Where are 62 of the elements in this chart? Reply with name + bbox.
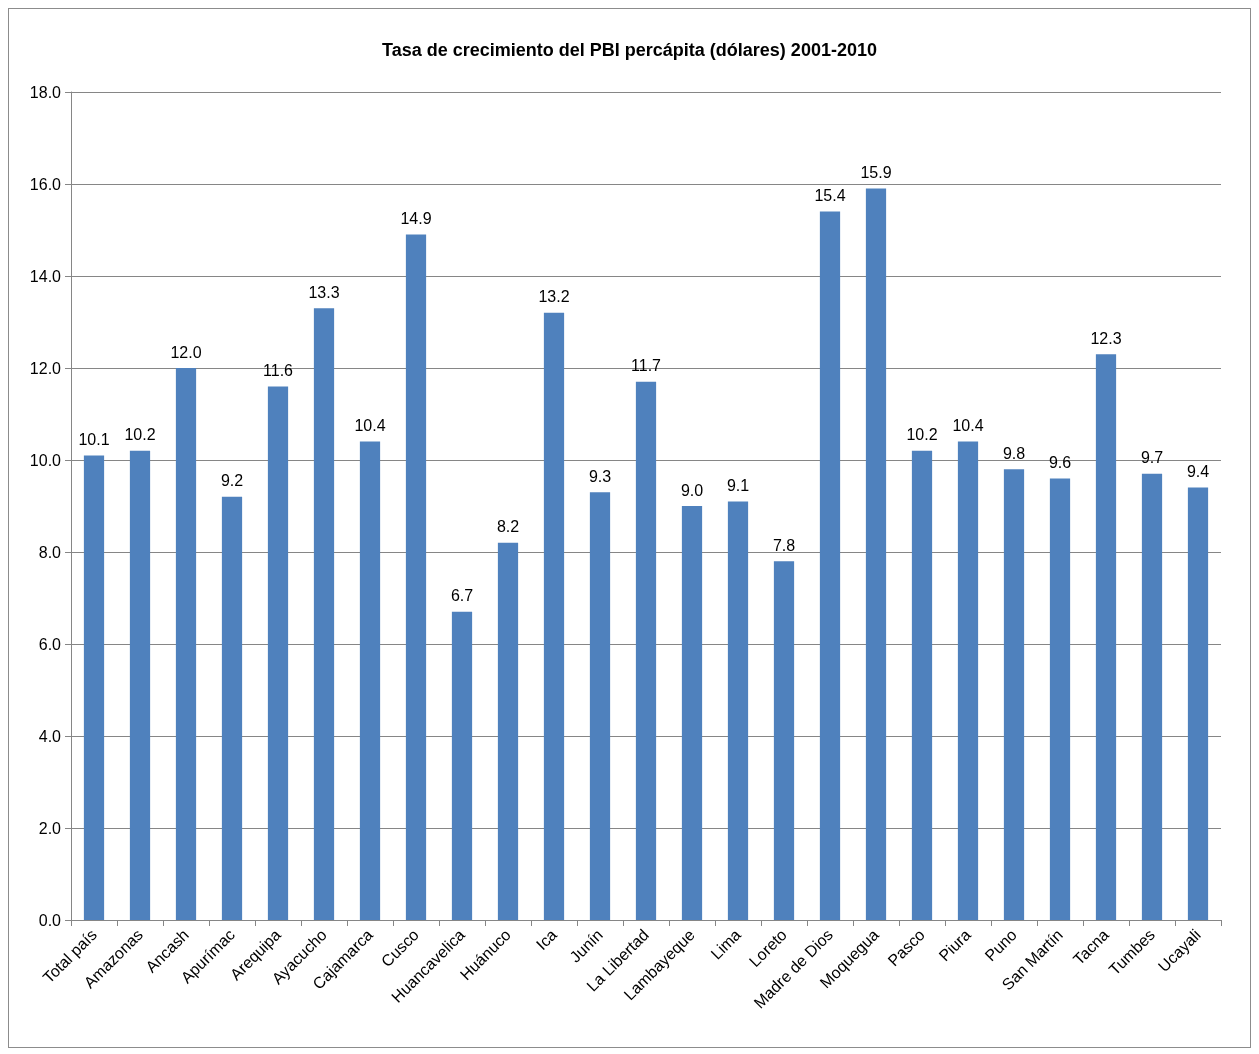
bar — [1049, 478, 1071, 920]
bar — [589, 492, 611, 920]
data-label: 9.4 — [1186, 463, 1210, 481]
data-label: 12.3 — [1090, 329, 1122, 347]
bar — [1003, 469, 1025, 920]
data-label: 14.9 — [400, 210, 432, 228]
y-tick-label: 4.0 — [38, 727, 62, 745]
data-label: 13.2 — [538, 288, 570, 306]
bar — [221, 496, 243, 920]
data-label: 10.2 — [124, 426, 156, 444]
data-label: 8.2 — [496, 518, 520, 536]
bar — [359, 441, 381, 920]
data-label: 6.7 — [450, 587, 474, 605]
bar — [129, 450, 151, 920]
y-tick-label: 14.0 — [29, 267, 62, 285]
bar — [635, 381, 657, 920]
data-label: 11.6 — [263, 361, 294, 379]
x-tick-label: Ica — [532, 925, 561, 954]
y-tick-label: 2.0 — [38, 819, 62, 837]
bar — [451, 611, 473, 920]
y-tick-label: 8.0 — [38, 543, 62, 561]
y-tick-label: 0.0 — [38, 911, 62, 929]
bar — [681, 506, 703, 920]
data-label: 10.4 — [354, 417, 386, 435]
bar — [957, 441, 979, 920]
data-label: 15.4 — [814, 187, 846, 205]
bar — [911, 450, 933, 920]
bar — [727, 501, 749, 920]
data-label: 10.4 — [952, 417, 984, 435]
bar — [773, 561, 795, 920]
y-tick-label: 6.0 — [38, 635, 62, 653]
y-tick-label: 18.0 — [29, 83, 62, 101]
y-tick-label: 16.0 — [29, 175, 62, 193]
data-label: 9.0 — [680, 481, 704, 499]
bar — [543, 312, 565, 920]
bar — [175, 368, 197, 920]
bar — [819, 211, 841, 920]
bar — [1095, 354, 1117, 920]
bar — [405, 234, 427, 920]
data-label: 13.3 — [308, 283, 340, 301]
data-label: 9.3 — [588, 467, 612, 485]
data-label: 9.7 — [1140, 449, 1164, 467]
data-label: 11.7 — [631, 357, 662, 375]
bar — [865, 188, 887, 920]
bar — [83, 455, 105, 920]
chart-title: Tasa de crecimiento del PBI percápita (dólares) 2001-2010 — [382, 40, 877, 60]
data-label: 12.0 — [170, 343, 202, 361]
bar — [1187, 487, 1209, 920]
data-label: 9.8 — [1002, 444, 1026, 462]
data-label: 9.6 — [1048, 453, 1072, 471]
data-label: 7.8 — [772, 536, 796, 554]
data-label: 10.1 — [78, 430, 110, 448]
bar — [313, 308, 335, 920]
data-label: 9.2 — [220, 472, 244, 490]
data-label: 9.1 — [726, 476, 750, 494]
data-label: 15.9 — [860, 164, 892, 182]
y-tick-label: 12.0 — [29, 359, 62, 377]
bar — [1141, 473, 1163, 920]
y-tick-label: 10.0 — [29, 451, 62, 469]
bar — [497, 542, 519, 920]
data-label: 10.2 — [906, 426, 938, 444]
bar — [267, 386, 289, 920]
